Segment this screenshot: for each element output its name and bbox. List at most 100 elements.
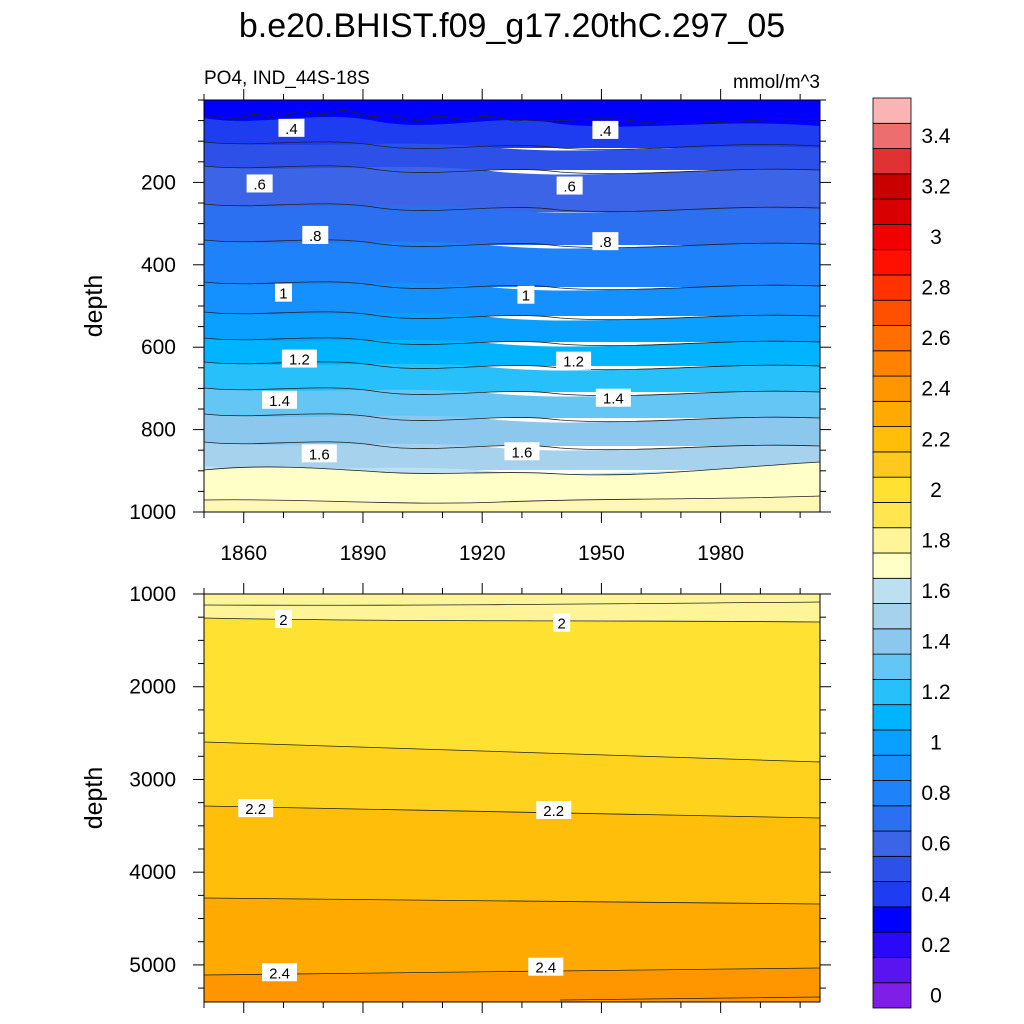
contour-label-box xyxy=(262,390,298,409)
subtitle-units: mmol/m^3 xyxy=(733,72,820,93)
colorbar-box xyxy=(872,249,912,276)
contour-label-text: 2.2 xyxy=(245,801,266,818)
colorbar-box xyxy=(872,603,912,630)
upper-contour-line xyxy=(204,141,820,150)
contour-label-box xyxy=(517,285,535,304)
contour-label-text: 1.2 xyxy=(563,354,584,371)
contour-label-text: 1.6 xyxy=(512,444,533,461)
contour-label-text: 2 xyxy=(279,612,287,629)
upper-contour-fills xyxy=(204,100,820,512)
contour-label-box xyxy=(592,232,619,251)
y-tick-label: 3000 xyxy=(129,768,176,791)
colorbar-box xyxy=(872,729,912,756)
upper-band-1.4-1.5 xyxy=(204,414,820,446)
colorbar-box xyxy=(872,198,912,225)
colorbar-box xyxy=(872,400,912,428)
lower-panel: 2 2 2.2 2.2 2.4 2.4 1000 2000 3000 4000 5000 dept… xyxy=(80,583,831,1013)
lower-y-axis-label: depth xyxy=(80,767,108,830)
contour-label-box xyxy=(302,225,329,244)
upper-contour-line xyxy=(204,337,820,347)
lower-band-1.9-2.0 xyxy=(204,594,820,622)
upper-contour-line xyxy=(204,495,820,504)
contour-label: 1 xyxy=(274,283,292,303)
colorbar-box xyxy=(872,527,912,554)
upper-band-0.6-0.7 xyxy=(204,166,820,212)
contour-label-box xyxy=(556,351,592,370)
contour-label-text: 2 xyxy=(558,616,566,633)
lower-contour-labels: 2 2 2.2 2.2 2.4 2.4 xyxy=(238,609,572,982)
contour-label-box xyxy=(556,176,583,195)
upper-contour-line xyxy=(204,441,820,451)
colorbar-label: 2.4 xyxy=(921,378,951,401)
colorbar-label: 2.8 xyxy=(921,277,950,300)
colorbar-label: 1.6 xyxy=(921,580,950,603)
upper-band-0.5-0.6 xyxy=(204,142,820,170)
colorbar-label: 1.4 xyxy=(921,630,951,653)
colorbar-boxes xyxy=(872,97,912,1009)
y-tick-label: 4000 xyxy=(129,861,176,884)
colorbar-box xyxy=(872,653,912,680)
lower-ticks xyxy=(193,583,831,1013)
upper-band-0.9-1.0 xyxy=(204,282,820,316)
contour-label-box xyxy=(536,800,572,819)
contour-label: 2 xyxy=(553,613,571,633)
contour-label-text: 2.4 xyxy=(269,965,290,982)
upper-tick-labels: 1860 1890 1920 1950 1980 200 400 600 800 1000 xyxy=(129,171,744,565)
upper-band-1.2-1.3 xyxy=(204,362,820,392)
colorbar-label: 0.2 xyxy=(921,934,950,957)
contour-label: 1.6 xyxy=(301,444,337,463)
colorbar-box xyxy=(872,906,912,933)
contour-label: .6 xyxy=(246,174,273,193)
contour-label: 1 xyxy=(517,285,535,305)
contour-label-text: .6 xyxy=(253,176,266,193)
lower-contour-line xyxy=(204,897,820,905)
contour-label-text: .6 xyxy=(563,179,576,196)
colorbar-box xyxy=(872,148,912,175)
contour-label-text: 1.4 xyxy=(269,393,290,410)
contour-label: 2.4 xyxy=(528,957,564,977)
colorbar-box xyxy=(872,173,912,200)
upper-band-0.8-0.9 xyxy=(204,240,820,287)
colorbar-box xyxy=(872,704,912,731)
upper-contour-line xyxy=(204,461,820,476)
contour-label-text: 1.6 xyxy=(309,446,330,463)
upper-panel: .4 .4 .6 .6 .8 .8 1 1 1.2 1.2 1.4 1.4 1.6 1.6 1860 189… xyxy=(80,89,831,565)
upper-y-axis-label: depth xyxy=(80,275,108,338)
lower-contour-line xyxy=(204,601,820,606)
colorbar-box xyxy=(872,577,912,604)
contour-label-text: .4 xyxy=(285,121,298,138)
contour-label-text: 1 xyxy=(279,286,287,303)
contour-label: 1.4 xyxy=(595,388,631,408)
contour-label: 1.4 xyxy=(262,390,298,410)
colorbar-box xyxy=(872,223,912,251)
colorbar-box xyxy=(872,982,912,1009)
upper-contour-line xyxy=(204,387,820,397)
contour-label: 2.2 xyxy=(536,800,572,820)
contour-label-box xyxy=(274,609,292,628)
upper-band-1.1-1.2 xyxy=(204,338,820,366)
y-tick-label: 1000 xyxy=(129,501,176,524)
lower-contour-line xyxy=(204,805,820,819)
colorbar-box xyxy=(872,375,912,402)
contour-label-box xyxy=(301,444,337,463)
upper-band-1.3-1.4 xyxy=(204,388,820,418)
lower-contour-fills xyxy=(204,594,820,1002)
colorbar-box xyxy=(872,274,912,301)
colorbar-box xyxy=(872,957,912,984)
contour-label: 2 xyxy=(274,609,292,629)
upper-band-1.8-1.9 xyxy=(204,496,820,512)
upper-contour-labels: .4 .4 .6 .6 .8 .8 1 1 1.2 1.2 1.4 1.4 1.6 1.6 xyxy=(246,118,631,463)
colorbar-label: 3 xyxy=(930,226,942,249)
contour-label: .8 xyxy=(302,225,329,245)
x-tick-label: 1860 xyxy=(220,542,267,565)
x-tick-label: 1920 xyxy=(459,542,506,565)
subtitle-variable-region: PO4, IND_44S-18S xyxy=(204,68,370,89)
x-tick-label: 1980 xyxy=(697,542,744,565)
contour-label: 2.2 xyxy=(238,799,274,818)
contour-label-box xyxy=(238,799,274,818)
upper-contour-line xyxy=(204,239,820,249)
upper-contour-line xyxy=(204,203,820,213)
upper-contour-line xyxy=(204,110,820,125)
lower-tick-labels: 1000 2000 3000 4000 5000 xyxy=(129,583,176,977)
